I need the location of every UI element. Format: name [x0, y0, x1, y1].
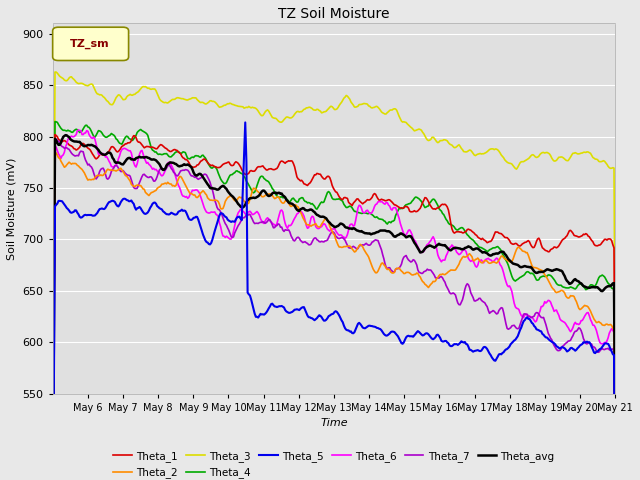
Y-axis label: Soil Moisture (mV): Soil Moisture (mV) [7, 157, 17, 260]
Theta_avg [365, 230, 372, 236]
Theta_avg [611, 448, 619, 454]
Theta_1 [463, 227, 471, 232]
Theta_7 [287, 233, 295, 239]
Theta_7 [463, 281, 471, 287]
Line: Theta_2: Theta_2 [52, 152, 615, 480]
Line: Theta_1: Theta_1 [52, 135, 615, 480]
Line: Theta_avg: Theta_avg [52, 135, 615, 480]
Theta_5 [365, 323, 372, 329]
Theta_7 [365, 242, 372, 248]
Theta_5 [241, 120, 249, 125]
Theta_5 [392, 331, 399, 336]
Theta_2 [561, 290, 568, 296]
Theta_2 [392, 266, 399, 272]
Theta_6 [75, 127, 83, 133]
Theta_avg [61, 132, 69, 138]
Theta_4 [463, 232, 471, 238]
Theta_1 [392, 202, 399, 208]
Theta_6 [365, 209, 372, 215]
Theta_7 [225, 228, 233, 233]
Line: Theta_5: Theta_5 [52, 122, 615, 480]
Theta_6 [287, 222, 295, 228]
Theta_2 [287, 204, 295, 209]
Line: Theta_7: Theta_7 [52, 139, 615, 480]
Theta_4 [287, 197, 295, 203]
Theta_2 [225, 194, 233, 200]
Theta_3 [392, 106, 399, 112]
Theta_avg [392, 234, 399, 240]
Theta_4 [365, 211, 372, 216]
Theta_5 [224, 216, 232, 222]
Theta_2 [51, 149, 59, 155]
Theta_avg [225, 190, 233, 195]
Theta_7 [392, 266, 399, 272]
Theta_1 [51, 132, 59, 138]
X-axis label: Time: Time [320, 418, 348, 428]
Line: Theta_3: Theta_3 [52, 72, 615, 480]
Theta_2 [365, 254, 372, 260]
Theta_avg [561, 273, 568, 279]
Theta_6 [561, 320, 568, 325]
Theta_5 [287, 310, 295, 315]
Theta_4 [561, 285, 568, 290]
Theta_3 [561, 156, 568, 162]
Theta_avg [287, 201, 295, 206]
Theta_1 [611, 425, 619, 431]
Theta_3 [225, 101, 233, 107]
Theta_avg [463, 244, 471, 250]
Theta_3 [287, 115, 295, 121]
Theta_4 [392, 213, 399, 218]
Theta_5 [463, 341, 471, 347]
Theta_4 [51, 119, 59, 124]
Theta_1 [561, 236, 568, 241]
Theta_3 [611, 363, 619, 369]
Theta_7 [52, 136, 60, 142]
Theta_6 [392, 205, 399, 211]
Theta_3 [51, 69, 59, 75]
Theta_1 [365, 197, 372, 203]
Theta_6 [463, 252, 471, 258]
Theta_6 [225, 235, 233, 241]
Theta_2 [463, 253, 471, 259]
Theta_1 [225, 159, 233, 165]
Theta_3 [365, 103, 372, 109]
Theta_1 [287, 158, 295, 164]
Theta_4 [611, 454, 619, 459]
Theta_3 [463, 149, 471, 155]
Legend: Theta_1, Theta_2, Theta_3, Theta_4, Theta_5, Theta_6, Theta_7, Theta_avg: Theta_1, Theta_2, Theta_3, Theta_4, Thet… [109, 447, 559, 480]
Theta_4 [225, 175, 233, 180]
FancyBboxPatch shape [52, 27, 129, 60]
Theta_7 [561, 341, 568, 347]
Line: Theta_4: Theta_4 [52, 121, 615, 480]
Line: Theta_6: Theta_6 [52, 130, 615, 480]
Text: TZ_sm: TZ_sm [69, 39, 109, 49]
Title: TZ Soil Moisture: TZ Soil Moisture [278, 7, 390, 21]
Theta_5 [561, 346, 568, 351]
